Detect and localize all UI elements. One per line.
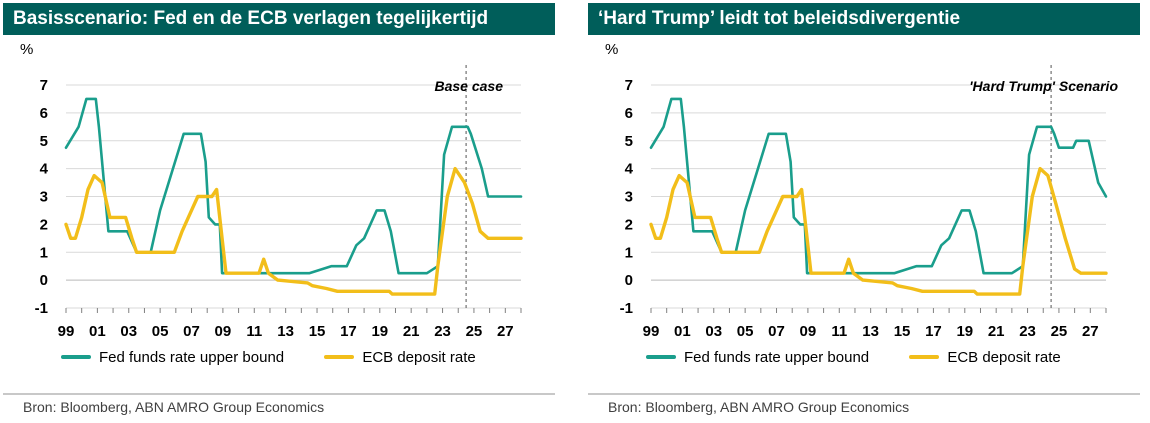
fed-funds-rate-line bbox=[64, 97, 523, 275]
x-tick-label: 25 bbox=[1051, 323, 1068, 340]
x-tick-label: 05 bbox=[152, 323, 169, 340]
x-tick-label: 99 bbox=[643, 323, 660, 340]
y-tick-label: 0 bbox=[40, 272, 48, 289]
x-tick-label: 07 bbox=[768, 323, 785, 340]
legend-swatch-fed bbox=[61, 355, 91, 360]
x-tick-label: 25 bbox=[466, 323, 483, 340]
x-tick-label: 21 bbox=[403, 323, 420, 340]
y-tick-label: 3 bbox=[625, 189, 633, 206]
y-tick-label: 5 bbox=[40, 133, 48, 150]
x-tick-label: 01 bbox=[674, 323, 691, 340]
x-tick-label: 19 bbox=[371, 323, 388, 340]
source-note: Bron: Bloomberg, ABN AMRO Group Economic… bbox=[608, 399, 910, 415]
legend-item-fed: Fed funds rate upper bound bbox=[646, 349, 869, 366]
y-axis-unit-label: % bbox=[605, 41, 619, 58]
source-note: Bron: Bloomberg, ABN AMRO Group Economic… bbox=[23, 399, 325, 415]
legend-swatch-ecb bbox=[909, 355, 940, 360]
x-tick-label: 15 bbox=[309, 323, 326, 340]
y-tick-label: -1 bbox=[35, 300, 48, 317]
legend-item-ecb: ECB deposit rate bbox=[909, 348, 1061, 366]
source-divider bbox=[588, 393, 1140, 395]
y-tick-label: 7 bbox=[625, 77, 633, 94]
scenario-annotation: Base case bbox=[434, 78, 503, 94]
scenario-annotation: 'Hard Trump' Scenario bbox=[969, 78, 1118, 94]
y-tick-label: 1 bbox=[40, 244, 48, 261]
y-tick-label: 2 bbox=[625, 216, 633, 233]
x-tick-label: 15 bbox=[894, 323, 911, 340]
chart-panel-hard-trump: ‘Hard Trump’ leidt tot beleidsdivergenti… bbox=[588, 0, 1144, 423]
y-axis-unit-label: % bbox=[20, 41, 34, 58]
legend-swatch-ecb bbox=[324, 355, 355, 360]
chart-legend: Fed funds rate upper bound ECB deposit r… bbox=[646, 348, 1097, 368]
chart-title: ‘Hard Trump’ leidt tot beleidsdivergenti… bbox=[588, 3, 1140, 35]
legend-label-fed: Fed funds rate upper bound bbox=[99, 348, 285, 366]
legend-label-ecb: ECB deposit rate bbox=[947, 348, 1061, 366]
y-tick-label: 6 bbox=[40, 105, 48, 122]
y-tick-label: 1 bbox=[625, 244, 633, 261]
source-divider bbox=[3, 393, 555, 395]
x-tick-label: 19 bbox=[956, 323, 973, 340]
x-tick-label: 03 bbox=[705, 323, 722, 340]
x-tick-label: 17 bbox=[340, 323, 357, 340]
x-tick-label: 23 bbox=[1019, 323, 1036, 340]
chart-panel-base-case: Basisscenario: Fed en de ECB verlagen te… bbox=[3, 0, 559, 423]
y-tick-label: 5 bbox=[625, 133, 633, 150]
y-tick-label: 4 bbox=[40, 161, 49, 178]
x-tick-label: 03 bbox=[120, 323, 137, 340]
y-tick-label: 4 bbox=[625, 161, 634, 178]
x-tick-label: 13 bbox=[862, 323, 879, 340]
x-tick-label: 99 bbox=[58, 323, 75, 340]
y-tick-label: 0 bbox=[625, 272, 633, 289]
x-tick-label: 09 bbox=[800, 323, 817, 340]
x-tick-label: 05 bbox=[737, 323, 754, 340]
legend-item-fed: Fed funds rate upper bound bbox=[61, 349, 284, 366]
chart-title: Basisscenario: Fed en de ECB verlagen te… bbox=[3, 3, 555, 35]
x-tick-label: 07 bbox=[183, 323, 200, 340]
x-tick-label: 01 bbox=[89, 323, 106, 340]
legend-item-ecb: ECB deposit rate bbox=[324, 348, 476, 366]
chart-legend: Fed funds rate upper bound ECB deposit r… bbox=[61, 348, 512, 368]
legend-label-fed: Fed funds rate upper bound bbox=[684, 348, 870, 366]
y-tick-label: -1 bbox=[620, 300, 633, 317]
x-tick-label: 23 bbox=[434, 323, 451, 340]
legend-swatch-fed bbox=[646, 355, 676, 360]
y-tick-label: 3 bbox=[40, 189, 48, 206]
x-tick-label: 21 bbox=[988, 323, 1005, 340]
x-tick-label: 09 bbox=[215, 323, 232, 340]
fed-funds-rate-line bbox=[649, 97, 1108, 275]
x-tick-label: 17 bbox=[925, 323, 942, 340]
x-tick-label: 27 bbox=[497, 323, 514, 340]
y-tick-label: 7 bbox=[40, 77, 48, 94]
x-tick-label: 11 bbox=[246, 323, 262, 340]
y-tick-label: 2 bbox=[40, 216, 48, 233]
x-tick-label: 11 bbox=[831, 323, 847, 340]
ecb-deposit-rate-line bbox=[649, 166, 1108, 296]
x-tick-label: 27 bbox=[1082, 323, 1099, 340]
ecb-deposit-rate-line bbox=[64, 166, 523, 296]
y-tick-label: 6 bbox=[625, 105, 633, 122]
x-tick-label: 13 bbox=[277, 323, 294, 340]
legend-label-ecb: ECB deposit rate bbox=[362, 348, 476, 366]
